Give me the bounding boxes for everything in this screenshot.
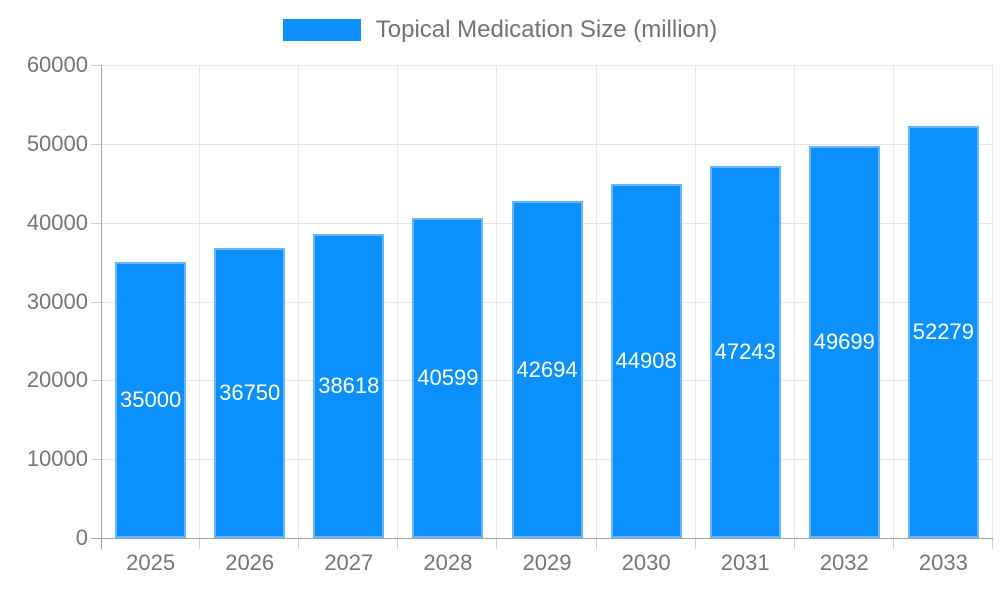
y-tick-label: 40000 xyxy=(26,209,88,235)
plot-area: 35000 36750 38618 40599 42694 44908 47243 49699… xyxy=(101,65,993,538)
gridline-v xyxy=(694,65,696,538)
legend-label: Topical Medication Size (million) xyxy=(375,16,718,43)
x-tick xyxy=(397,539,399,549)
x-tick xyxy=(694,539,696,549)
bar-2032[interactable] xyxy=(808,146,880,538)
gridline-h xyxy=(101,65,993,66)
bar-2026[interactable] xyxy=(214,248,286,538)
gridline-v xyxy=(793,65,795,538)
y-tick-label: 10000 xyxy=(26,446,88,472)
legend-item[interactable]: Topical Medication Size (million) xyxy=(0,16,1000,44)
y-axis-line xyxy=(101,65,102,549)
y-tick xyxy=(91,459,101,461)
gridline-v xyxy=(199,65,201,538)
x-tick xyxy=(496,539,498,549)
y-tick-label: 30000 xyxy=(26,288,88,314)
gridline-v xyxy=(397,65,399,538)
y-tick-label: 50000 xyxy=(26,130,88,156)
y-tick xyxy=(91,65,101,66)
gridline-h xyxy=(101,143,993,145)
x-tick xyxy=(793,539,795,549)
gridline-v xyxy=(298,65,300,538)
x-tick-label: 2030 xyxy=(621,550,671,575)
x-tick-label: 2025 xyxy=(126,550,176,575)
y-tick-label: 0 xyxy=(75,525,88,550)
gridline-v xyxy=(496,65,498,538)
x-tick-label: 2031 xyxy=(720,550,770,575)
x-axis-line xyxy=(91,538,993,539)
y-tick xyxy=(91,143,101,145)
legend-swatch xyxy=(282,19,361,41)
gridline-v xyxy=(992,65,993,538)
x-tick xyxy=(892,539,894,549)
x-tick-label: 2028 xyxy=(423,550,473,575)
bar-2031[interactable] xyxy=(709,165,781,538)
x-tick xyxy=(992,539,993,549)
x-tick-label: 2029 xyxy=(522,550,572,575)
bar-2029[interactable] xyxy=(511,201,583,538)
x-tick xyxy=(595,539,597,549)
bar-2027[interactable] xyxy=(313,233,385,538)
gridline-v xyxy=(595,65,597,538)
x-tick-label: 2026 xyxy=(225,550,275,575)
x-tick-label: 2032 xyxy=(819,550,869,575)
y-tick xyxy=(91,301,101,303)
x-tick xyxy=(298,539,300,549)
y-tick-label: 60000 xyxy=(26,52,88,77)
y-tick xyxy=(91,222,101,224)
bar-2030[interactable] xyxy=(610,184,682,538)
x-tick xyxy=(199,539,201,549)
x-tick-label: 2027 xyxy=(324,550,374,575)
x-tick-label: 2033 xyxy=(918,550,968,575)
gridline-v xyxy=(892,65,894,538)
bar-2025[interactable] xyxy=(115,262,187,538)
bar-2028[interactable] xyxy=(412,217,484,538)
bar-2033[interactable] xyxy=(907,125,979,538)
y-tick-label: 20000 xyxy=(26,367,88,393)
y-tick xyxy=(91,380,101,382)
